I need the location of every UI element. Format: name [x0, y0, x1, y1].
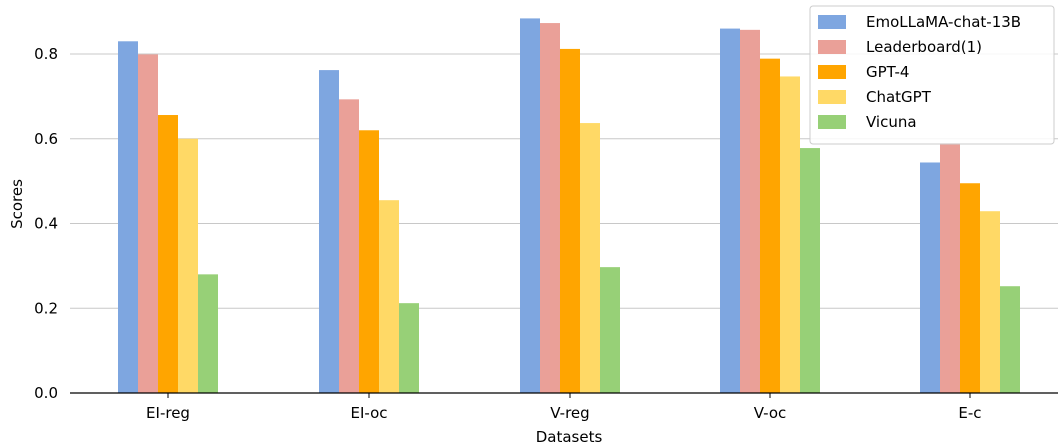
bars — [118, 18, 1020, 394]
x-tick-label: V-reg — [550, 404, 589, 422]
bar — [920, 162, 940, 393]
legend-label: Vicuna — [866, 113, 917, 131]
bar — [158, 115, 178, 394]
bar — [740, 29, 760, 393]
bar — [560, 48, 580, 393]
bar — [520, 18, 540, 394]
bar — [960, 183, 980, 393]
legend-label: GPT-4 — [866, 63, 909, 81]
bar — [359, 130, 379, 393]
bar — [339, 99, 359, 393]
bar — [720, 28, 740, 393]
legend-swatch — [818, 65, 846, 79]
y-tick-label: 0.4 — [34, 215, 58, 233]
legend-label: ChatGPT — [866, 88, 932, 106]
x-tick-label: V-oc — [754, 404, 787, 422]
y-tick-label: 0.2 — [34, 299, 58, 317]
y-tick-label: 0.6 — [34, 130, 58, 148]
x-tick-label: EI-oc — [350, 404, 387, 422]
bar — [1000, 286, 1020, 393]
bar — [198, 274, 218, 393]
x-tick-label: E-c — [958, 404, 981, 422]
y-tick-label: 0.8 — [34, 45, 58, 63]
bar — [760, 58, 780, 393]
legend: EmoLLaMA-chat-13B Leaderboard(1) GPT-4 Chat… — [809, 5, 1055, 145]
legend-label: Leaderboard(1) — [866, 38, 982, 56]
bar — [600, 267, 620, 393]
legend-swatch — [818, 90, 846, 104]
bar — [178, 138, 198, 393]
legend-label: EmoLLaMA-chat-13B — [866, 13, 1021, 31]
x-tick-label: EI-reg — [146, 404, 190, 422]
bar — [940, 142, 960, 393]
bar — [980, 211, 1000, 393]
y-axis-label: Scores — [8, 179, 26, 229]
bar — [800, 148, 820, 393]
bar — [118, 41, 138, 393]
bar — [138, 54, 158, 394]
bar — [580, 123, 600, 393]
bar — [319, 70, 339, 393]
bar — [379, 200, 399, 393]
bar — [540, 23, 560, 393]
bar — [780, 76, 800, 394]
legend-swatch — [818, 115, 846, 129]
legend-box — [809, 5, 1055, 145]
legend-swatch — [818, 40, 846, 54]
bar — [399, 303, 419, 393]
y-tick-label: 0.0 — [34, 384, 58, 402]
axes: 0.0 0.2 0.4 0.6 0.8 EI-reg EI-oc V-reg V-oc E-c — [34, 45, 1058, 422]
legend-swatch — [818, 15, 846, 29]
x-axis-label: Datasets — [536, 428, 603, 446]
